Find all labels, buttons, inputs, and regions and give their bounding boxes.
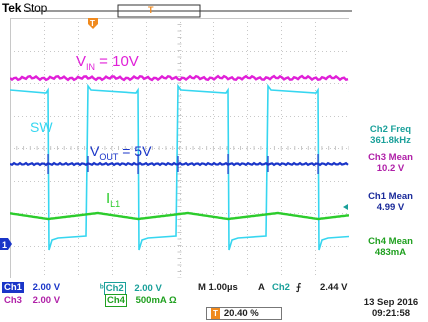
trigger-source[interactable]: Ch2 [272,282,290,293]
trigger-position-readout[interactable]: T 20.40 % [206,307,282,320]
svg-text:T: T [148,5,154,15]
measurement-label: Ch4 Mean [368,236,413,247]
ch3-chip: Ch3 [4,295,22,306]
measurement-label: Ch3 Mean [368,152,413,163]
bandwidth-limit-icon: ᵇ [100,283,104,294]
ch3-scale-readout[interactable]: Ch3 2.00 V [2,295,60,306]
trigger-marker-label: T [90,19,95,28]
trigger-level[interactable]: 2.44 V [320,282,348,293]
vout-symbol: V [90,143,100,159]
il1-label: IL1 [106,190,120,209]
il1-symbol: I [106,190,111,207]
vout-value: = 5V [118,143,152,159]
ch4-chip: Ch4 [105,294,127,307]
measurement-ch4-mean[interactable]: Ch4 Mean 483mA [353,236,428,258]
ch2-scale-readout[interactable]: ᵇ Ch2 2.00 V [100,282,162,295]
trigger-position-marker-icon [88,18,98,29]
record-view-indicator: T [24,4,352,18]
ch3-scale: 2.00 V [32,295,61,306]
timestamp: 13 Sep 2016 09:21:58 [356,297,426,319]
measurement-panel: Ch2 Freq 361.8kHz Ch3 Mean 10.2 V Ch1 Me… [353,18,428,278]
measurement-value: 4.99 V [376,202,405,213]
timebase-readout[interactable]: M 1.00µs [198,282,238,293]
ch1-ground-marker-icon[interactable]: 1 [0,237,14,251]
trigger-position: 20.40 % [223,308,259,319]
ch2-scale: 2.00 V [134,283,162,294]
measurement-value: 10.2 V [376,163,405,174]
vout-label: VOUT = 5V [90,143,151,162]
measurement-label: Ch1 Mean [368,191,413,202]
measurement-ch3-mean[interactable]: Ch3 Mean 10.2 V [353,152,428,174]
measurement-value: 483mA [374,247,407,258]
ch1-scale: 2.00 V [32,282,61,293]
ch2-trace [10,83,349,251]
measurement-value: 361.8kHz [370,135,411,146]
vin-subscript: IN [86,62,96,72]
il1-subscript: L1 [110,199,121,209]
trigger-position-marker: T [211,308,220,319]
ch1-trace [10,161,349,167]
trigger-mode[interactable]: A [258,282,265,293]
ch4-scale: 500mA Ω [135,295,177,306]
vin-label: VIN = 10V [76,53,139,72]
status-bar: Ch1 2.00 V Ch3 2.00 V ᵇ Ch2 2.00 V Ch4 50… [0,280,428,322]
ch1-ground-label: 1 [2,240,7,250]
measurement-ch1-mean[interactable]: Ch1 Mean 4.99 V [353,191,428,213]
top-bar: Tek Stop T [0,0,428,18]
ch3-trace [10,74,349,82]
brand-name: Tek [2,1,22,15]
vout-subscript: OUT [99,151,119,162]
measurement-ch2-freq[interactable]: Ch2 Freq 361.8kHz [353,124,428,146]
ch4-trace [10,211,349,221]
vin-value: = 10V [95,53,139,70]
ch1-scale-readout[interactable]: Ch1 2.00 V [2,282,60,293]
sw-label: SW [30,119,53,135]
date: 13 Sep 2016 [363,297,419,308]
vin-symbol: V [76,53,87,70]
ch4-level-arrow-icon [343,204,348,210]
ch4-scale-readout[interactable]: Ch4 500mA Ω [105,294,177,307]
trigger-slope-icon: ⨍ [296,282,302,293]
waveform-display[interactable]: T [10,18,349,278]
time: 09:21:58 [371,308,411,319]
measurement-label: Ch2 Freq [369,124,412,135]
graticule: T [10,18,349,278]
ch1-chip: Ch1 [2,282,24,293]
